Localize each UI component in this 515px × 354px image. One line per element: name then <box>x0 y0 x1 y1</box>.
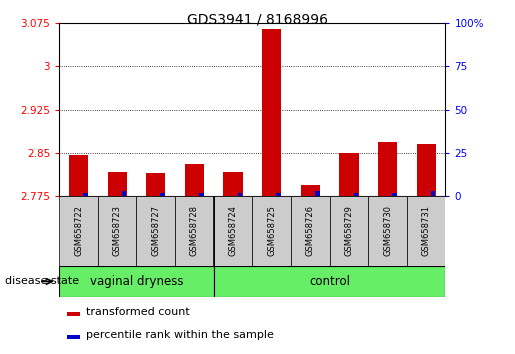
Bar <box>83 193 88 196</box>
Text: GSM658724: GSM658724 <box>229 206 237 256</box>
Bar <box>315 191 319 196</box>
Text: GSM658731: GSM658731 <box>422 205 431 257</box>
Text: GSM658727: GSM658727 <box>151 205 160 257</box>
Text: GSM658730: GSM658730 <box>383 205 392 257</box>
Bar <box>175 196 214 266</box>
Bar <box>252 196 291 266</box>
Bar <box>224 172 243 196</box>
Bar <box>199 193 204 196</box>
Bar <box>368 196 407 266</box>
Bar <box>59 266 214 297</box>
Text: vaginal dryness: vaginal dryness <box>90 275 183 288</box>
Bar <box>276 193 281 196</box>
Bar <box>67 335 80 339</box>
Text: control: control <box>309 275 350 288</box>
Text: GSM658722: GSM658722 <box>74 206 83 256</box>
Bar <box>301 185 320 196</box>
Bar <box>98 196 136 266</box>
Bar <box>136 196 175 266</box>
Bar <box>407 196 445 266</box>
Text: GSM658728: GSM658728 <box>190 205 199 257</box>
Bar <box>185 164 204 196</box>
Text: percentile rank within the sample: percentile rank within the sample <box>87 330 274 340</box>
Bar <box>339 153 358 196</box>
Bar <box>392 193 397 196</box>
Bar <box>431 191 435 196</box>
Bar <box>237 193 242 196</box>
Bar <box>378 142 397 196</box>
Bar <box>122 191 126 196</box>
Bar <box>214 266 445 297</box>
Bar <box>161 193 165 196</box>
Text: disease state: disease state <box>5 276 79 286</box>
Bar <box>291 196 330 266</box>
Text: GDS3941 / 8168996: GDS3941 / 8168996 <box>187 12 328 27</box>
Text: GSM658723: GSM658723 <box>113 205 122 257</box>
Text: GSM658729: GSM658729 <box>345 206 353 256</box>
Bar <box>67 312 80 316</box>
Bar <box>417 144 436 196</box>
Bar <box>330 196 368 266</box>
Text: GSM658725: GSM658725 <box>267 206 276 256</box>
Bar <box>353 193 358 196</box>
Bar <box>108 172 127 196</box>
Text: transformed count: transformed count <box>87 307 190 317</box>
Bar <box>262 29 281 196</box>
Bar <box>146 173 165 196</box>
Bar <box>59 196 98 266</box>
Bar <box>69 155 88 196</box>
Bar <box>214 196 252 266</box>
Text: GSM658726: GSM658726 <box>306 205 315 257</box>
